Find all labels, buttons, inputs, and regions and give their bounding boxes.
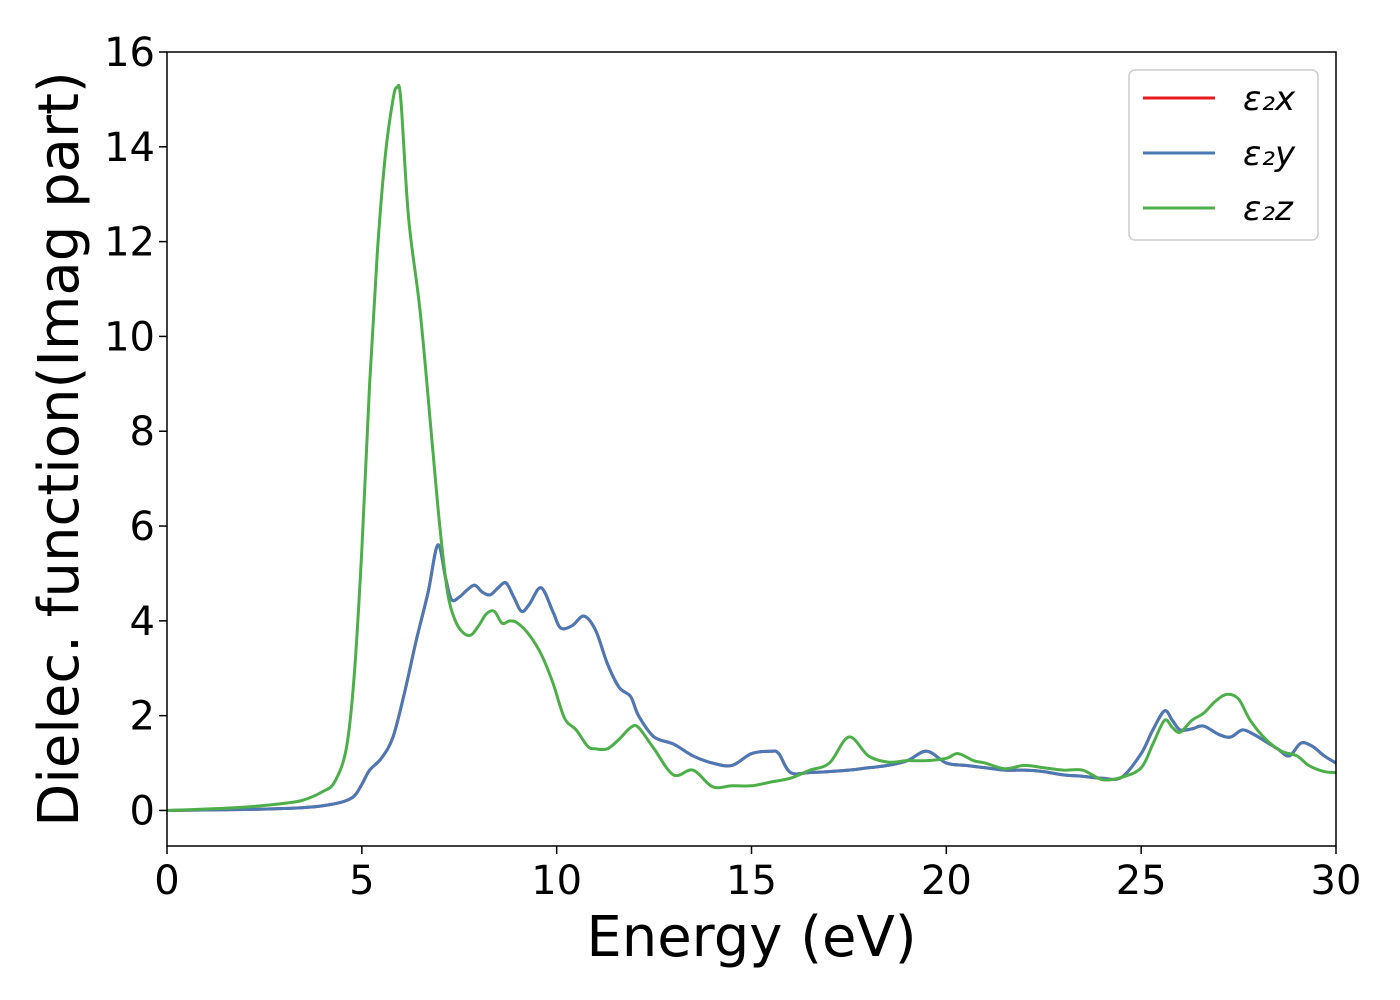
legend-box [1128, 69, 1319, 241]
legend: ε₂x ε₂y ε₂z [1128, 69, 1319, 241]
x-tick-label: 30 [1311, 858, 1362, 904]
series-line-e2y [166, 543, 1337, 812]
legend-label: ε₂y [1243, 134, 1296, 174]
y-axis-title: Dielec. function(Imag part) [27, 71, 92, 827]
x-axis-title: Energy (eV) [586, 905, 916, 970]
legend-label: ε₂z [1243, 189, 1294, 229]
x-tick-label: 0 [154, 858, 179, 904]
series-line-e2x [166, 543, 1337, 812]
y-tick-label: 8 [130, 409, 155, 455]
y-tick-label: 12 [104, 220, 155, 266]
y-tick-label: 2 [130, 694, 155, 740]
x-axis: 0 5 10 15 20 25 30 [154, 846, 1361, 904]
y-tick-label: 6 [130, 504, 155, 550]
x-tick-label: 20 [921, 858, 972, 904]
series-layer [166, 83, 1337, 812]
y-tick-label: 0 [130, 788, 155, 834]
y-tick-label: 14 [104, 125, 155, 171]
y-tick-label: 4 [130, 599, 155, 645]
y-tick-label: 16 [104, 30, 155, 76]
x-tick-label: 10 [531, 858, 582, 904]
legend-label: ε₂x [1243, 79, 1296, 119]
x-tick-label: 15 [726, 858, 777, 904]
x-tick-label: 25 [1116, 858, 1167, 904]
y-tick-label: 10 [104, 314, 155, 360]
y-axis: 0 2 4 6 8 10 12 14 16 [104, 30, 167, 834]
x-tick-label: 5 [349, 858, 374, 904]
series-line-e2z [166, 83, 1337, 812]
